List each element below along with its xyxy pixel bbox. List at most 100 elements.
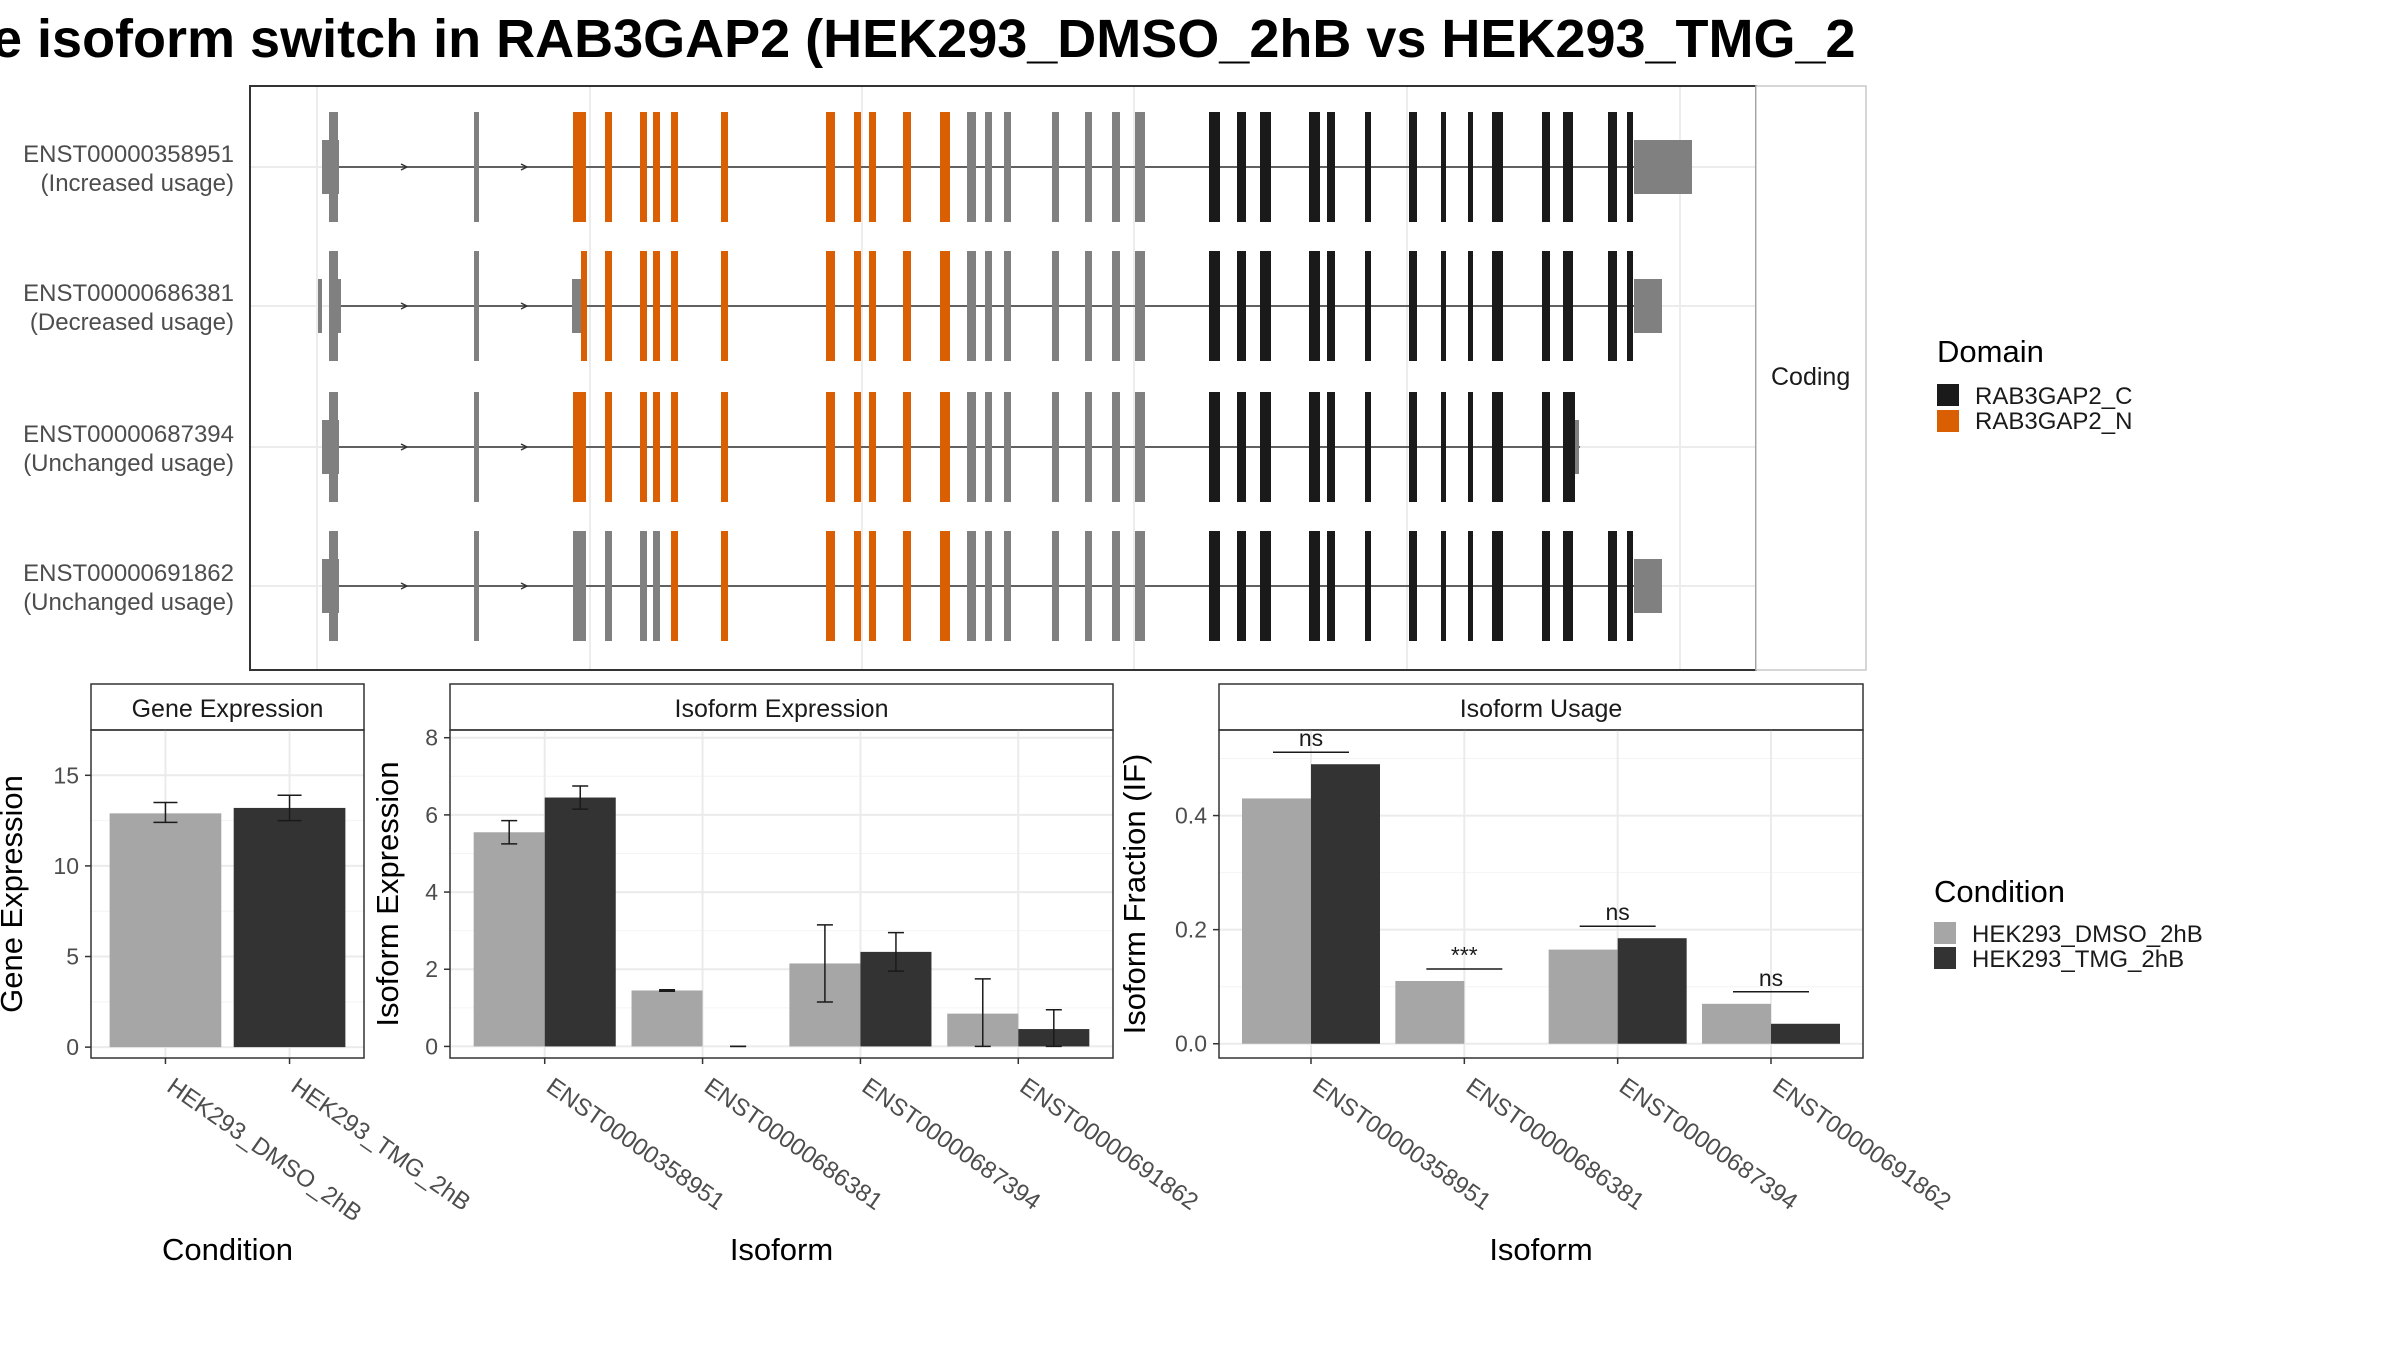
exon-block: [854, 531, 861, 641]
exon-block: [1004, 251, 1011, 361]
exon-block: [1409, 531, 1417, 641]
bar: [1311, 764, 1380, 1044]
exon-block: [1052, 251, 1059, 361]
exon-block: [721, 112, 728, 222]
legend-label-rab3gap2-n: RAB3GAP2_N: [1975, 408, 2132, 435]
exon-block: [1260, 251, 1271, 361]
exon-block: [1441, 392, 1446, 502]
exon-block: [640, 392, 647, 502]
exon-block: [1468, 531, 1473, 641]
exon-block: [640, 251, 647, 361]
exon-block: [1085, 392, 1092, 502]
condition-legend: Condition HEK293_DMSO_2hB HEK293_TMG_2hB: [1934, 874, 2203, 973]
utr-block: [572, 279, 581, 333]
exon-block: [1627, 251, 1633, 361]
utr-block: [336, 279, 341, 333]
exon-block: [653, 112, 660, 222]
y-tick-label: 0: [66, 1034, 79, 1060]
isoform-usage-panel: Isoform Usage0.00.20.4ns***nsnsENST00000…: [1117, 683, 1956, 1267]
transcript-id-label: ENST00000687394: [23, 421, 234, 448]
exon-block: [854, 251, 861, 361]
domain-legend-title: Domain: [1937, 334, 2044, 369]
exon-block: [1309, 251, 1320, 361]
exon-block: [1309, 112, 1320, 222]
exon-block: [474, 392, 479, 502]
transcript-row: [322, 531, 1662, 641]
exon-block: [1327, 112, 1335, 222]
exon-block: [605, 112, 612, 222]
utr-block: [322, 420, 326, 474]
exon-block: [940, 531, 950, 641]
exon-block: [573, 392, 586, 502]
exon-block: [1237, 531, 1246, 641]
exon-block: [1052, 531, 1059, 641]
y-tick-label: 0: [425, 1033, 438, 1059]
panel-frame: [449, 729, 1114, 1059]
exon-block: [903, 392, 911, 502]
exon-block: [903, 251, 911, 361]
exon-block: [1004, 112, 1011, 222]
exon-block: [581, 251, 587, 361]
transcript-usage-label: (Unchanged usage): [23, 589, 234, 616]
exon-block: [1209, 392, 1220, 502]
exon-block: [869, 392, 876, 502]
exon-block: [1112, 531, 1120, 641]
bar: [233, 807, 346, 1048]
exon-block: [967, 392, 976, 502]
panel-title: Gene Expression: [132, 695, 324, 723]
strand-arrow-icon: [400, 582, 409, 590]
exon-block: [605, 531, 612, 641]
panel-frame: [1218, 729, 1864, 1059]
exon-block: [869, 531, 876, 641]
significance-label: ns: [1299, 725, 1323, 751]
panel-title: Isoform Usage: [1460, 695, 1623, 723]
legend-label-tmg: HEK293_TMG_2hB: [1972, 946, 2184, 973]
exon-block: [573, 531, 586, 641]
exon-block: [1237, 392, 1246, 502]
exon-block: [474, 251, 479, 361]
exon-block: [1004, 531, 1011, 641]
exon-block: [967, 251, 976, 361]
exon-block: [985, 112, 992, 222]
exon-block: [1468, 251, 1473, 361]
exon-block: [1409, 251, 1417, 361]
exon-block: [1627, 112, 1633, 222]
y-tick-label: 5: [66, 944, 79, 970]
x-axis-title: Isoform: [730, 1232, 833, 1267]
condition-legend-title: Condition: [1934, 874, 2065, 909]
significance-label: ***: [1451, 942, 1478, 968]
y-tick-label: 0.2: [1175, 917, 1207, 943]
exon-block: [1542, 531, 1550, 641]
exon-block: [605, 251, 612, 361]
utr-block: [318, 279, 322, 333]
exon-block: [1085, 531, 1092, 641]
bar: [1617, 938, 1687, 1044]
legend-swatch-rab3gap2-c: [1937, 384, 1959, 406]
strand-arrow-icon: [400, 443, 409, 451]
exon-block: [985, 251, 992, 361]
exon-block: [653, 531, 660, 641]
strand-arrow-icon: [520, 443, 529, 451]
y-tick-label: 4: [425, 879, 438, 905]
exon-block: [573, 112, 586, 222]
exon-block: [1112, 392, 1120, 502]
y-tick-label: 0.4: [1175, 803, 1207, 829]
bar: [1395, 980, 1465, 1044]
exon-block: [671, 392, 678, 502]
facet-label-coding: Coding: [1771, 363, 1850, 391]
exon-block: [1492, 531, 1503, 641]
exon-block: [1441, 112, 1446, 222]
transcript-row: [322, 112, 1692, 222]
exon-block: [1260, 392, 1271, 502]
exon-block: [1608, 531, 1617, 641]
bar: [1242, 798, 1311, 1044]
panel-title: Isoform Expression: [675, 695, 889, 723]
bar: [1702, 1003, 1771, 1044]
strand-arrow-icon: [520, 582, 529, 590]
exon-block: [1365, 392, 1371, 502]
exon-block: [1542, 392, 1550, 502]
exon-block: [940, 392, 950, 502]
exon-block: [640, 531, 647, 641]
bar: [109, 813, 222, 1048]
